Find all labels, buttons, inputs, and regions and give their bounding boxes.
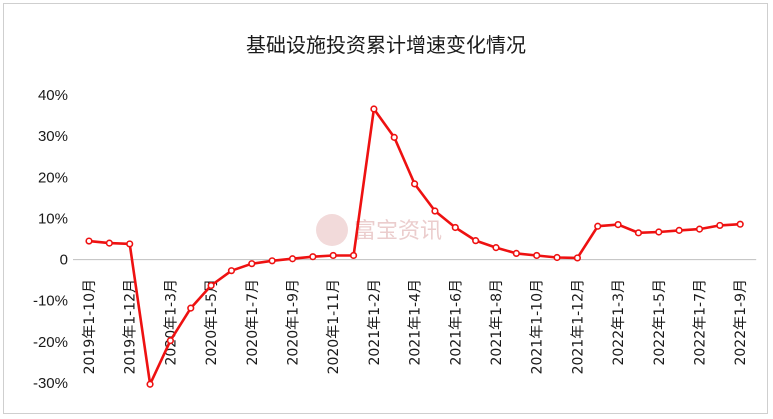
data-point bbox=[553, 253, 561, 262]
x-tick-label: 2022年1-9月 bbox=[733, 279, 749, 366]
data-point bbox=[614, 221, 622, 229]
data-point bbox=[716, 221, 724, 230]
y-tick-label: 10% bbox=[38, 210, 68, 227]
data-point bbox=[288, 255, 297, 263]
data-point bbox=[329, 251, 337, 260]
watermark-logo-icon bbox=[316, 214, 348, 246]
x-tick-label: 2020年1-9月 bbox=[286, 279, 302, 366]
y-tick-label: 40% bbox=[38, 87, 68, 104]
data-point bbox=[105, 239, 113, 247]
data-point bbox=[411, 180, 419, 188]
x-tick-label: 2022年1-3月 bbox=[611, 279, 627, 366]
x-tick-label: 2021年1-2月 bbox=[367, 279, 383, 366]
x-tick-label: 2022年1-5月 bbox=[652, 279, 668, 366]
line-chart: 基础设施投资累计增速变化情况 富宝资讯 40% 30% 20% 10% 0 -10% -20… bbox=[33, 33, 757, 392]
data-point bbox=[207, 281, 215, 290]
data-point bbox=[227, 267, 236, 275]
data-point bbox=[431, 207, 439, 215]
data-point bbox=[451, 223, 459, 232]
watermark-text: 富宝资讯 bbox=[354, 219, 442, 244]
data-point bbox=[370, 105, 378, 113]
y-tick-label: -20% bbox=[33, 334, 68, 351]
x-axis: 2019年1-10月 2019年1-12月 2020年1-3月 2020年1-5月 20… bbox=[73, 259, 757, 374]
y-tick-label: 30% bbox=[38, 128, 68, 145]
data-point bbox=[594, 222, 602, 230]
data-point bbox=[268, 257, 276, 265]
data-point bbox=[85, 237, 93, 245]
x-tick-label: 2020年1-5月 bbox=[204, 279, 220, 366]
data-point bbox=[512, 249, 520, 257]
data-point bbox=[126, 240, 134, 248]
x-tick-label: 2020年1-11月 bbox=[326, 279, 342, 374]
y-axis: 40% 30% 20% 10% 0 -10% -20% -30% bbox=[33, 87, 68, 392]
y-tick-label: -30% bbox=[33, 375, 68, 392]
x-tick-label: 2021年1-10月 bbox=[530, 279, 546, 374]
x-tick-label: 2021年1-8月 bbox=[489, 279, 505, 366]
x-tick-label: 2020年1-3月 bbox=[163, 279, 179, 366]
x-tick-label: 2019年1-10月 bbox=[82, 279, 98, 374]
y-tick-label: -10% bbox=[33, 293, 68, 310]
x-tick-label: 2021年1-12月 bbox=[570, 279, 586, 374]
watermark: 富宝资讯 bbox=[316, 214, 442, 246]
data-point bbox=[655, 228, 663, 236]
x-tick-label: 2019年1-12月 bbox=[123, 279, 139, 374]
data-point bbox=[309, 253, 317, 261]
data-point bbox=[736, 220, 744, 228]
data-point bbox=[634, 229, 643, 237]
x-tick-label: 2021年1-6月 bbox=[448, 279, 464, 366]
y-tick-label: 0 bbox=[60, 252, 68, 269]
x-tick-label: 2021年1-4月 bbox=[408, 279, 424, 366]
data-point bbox=[675, 226, 683, 234]
x-tick-label: 2020年1-7月 bbox=[245, 279, 261, 366]
data-point bbox=[695, 225, 704, 233]
chart-title: 基础设施投资累计增速变化情况 bbox=[246, 33, 526, 57]
data-point bbox=[390, 133, 398, 141]
data-point bbox=[248, 260, 256, 268]
x-tick-label: 2022年1-7月 bbox=[693, 279, 709, 366]
data-point bbox=[533, 251, 541, 260]
series-line bbox=[85, 105, 744, 388]
chart-frame: 基础设施投资累计增速变化情况 富宝资讯 40% 30% 20% 10% 0 -10% -20… bbox=[3, 3, 768, 414]
data-point bbox=[492, 244, 500, 252]
data-point bbox=[187, 304, 195, 312]
data-point bbox=[573, 254, 582, 262]
data-point bbox=[349, 251, 358, 260]
data-point bbox=[472, 237, 480, 245]
y-tick-label: 20% bbox=[38, 169, 68, 186]
data-point bbox=[166, 337, 174, 345]
data-point bbox=[146, 380, 154, 388]
